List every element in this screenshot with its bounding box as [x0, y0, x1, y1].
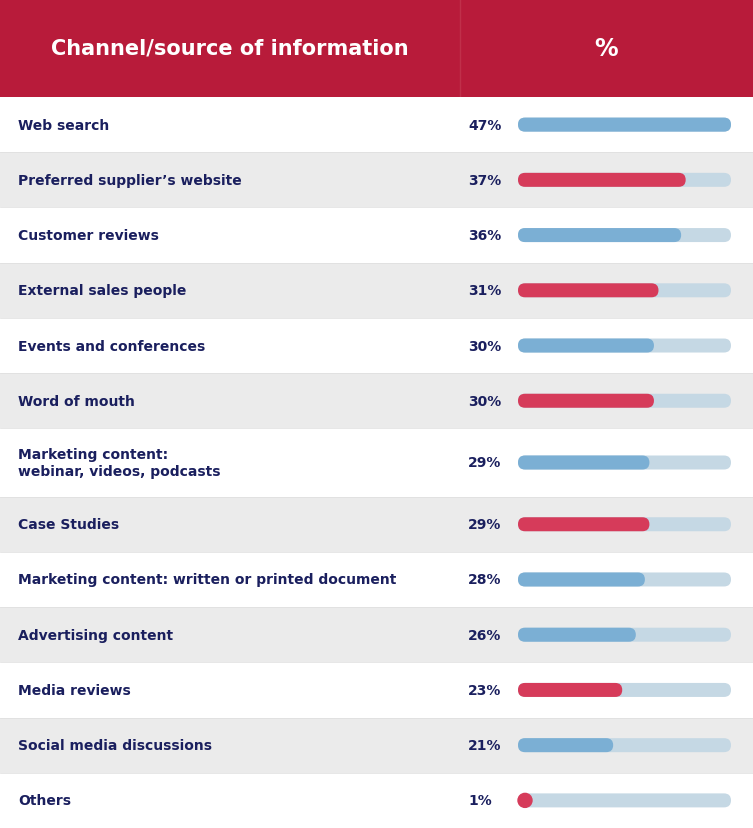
- Text: Customer reviews: Customer reviews: [18, 229, 159, 243]
- FancyBboxPatch shape: [518, 118, 731, 132]
- Text: Others: Others: [18, 793, 71, 807]
- Text: 23%: 23%: [468, 683, 501, 697]
- Text: 26%: 26%: [468, 628, 501, 642]
- Text: Case Studies: Case Studies: [18, 518, 119, 532]
- Text: 30%: 30%: [468, 339, 501, 353]
- Circle shape: [518, 793, 532, 807]
- Text: 47%: 47%: [468, 118, 501, 132]
- FancyBboxPatch shape: [518, 573, 645, 587]
- FancyBboxPatch shape: [518, 394, 731, 408]
- FancyBboxPatch shape: [518, 394, 654, 408]
- FancyBboxPatch shape: [518, 628, 731, 642]
- FancyBboxPatch shape: [518, 284, 658, 298]
- Text: 28%: 28%: [468, 573, 501, 587]
- Text: Channel/source of information: Channel/source of information: [51, 39, 409, 59]
- Text: Advertising content: Advertising content: [18, 628, 173, 642]
- FancyBboxPatch shape: [518, 683, 622, 697]
- Text: 29%: 29%: [468, 518, 501, 532]
- Text: Media reviews: Media reviews: [18, 683, 131, 697]
- FancyBboxPatch shape: [518, 739, 731, 753]
- Text: %: %: [595, 37, 618, 61]
- FancyBboxPatch shape: [518, 229, 731, 243]
- FancyBboxPatch shape: [518, 683, 731, 697]
- Text: Marketing content: written or printed document: Marketing content: written or printed do…: [18, 573, 396, 587]
- FancyBboxPatch shape: [518, 118, 731, 132]
- Text: Events and conferences: Events and conferences: [18, 339, 206, 353]
- Text: 1%: 1%: [468, 793, 492, 807]
- FancyBboxPatch shape: [518, 174, 731, 188]
- Text: 36%: 36%: [468, 229, 501, 243]
- FancyBboxPatch shape: [518, 229, 681, 243]
- Text: Marketing content:
webinar, videos, podcasts: Marketing content: webinar, videos, podc…: [18, 448, 221, 478]
- FancyBboxPatch shape: [518, 339, 654, 353]
- FancyBboxPatch shape: [518, 456, 731, 470]
- Text: 29%: 29%: [468, 456, 501, 470]
- Text: Social media discussions: Social media discussions: [18, 739, 212, 753]
- FancyBboxPatch shape: [518, 339, 731, 353]
- Text: 31%: 31%: [468, 284, 501, 298]
- FancyBboxPatch shape: [518, 456, 649, 470]
- Text: Web search: Web search: [18, 118, 109, 132]
- Text: Word of mouth: Word of mouth: [18, 394, 135, 408]
- FancyBboxPatch shape: [518, 284, 731, 298]
- FancyBboxPatch shape: [518, 518, 731, 532]
- Text: 30%: 30%: [468, 394, 501, 408]
- Text: External sales people: External sales people: [18, 284, 187, 298]
- Text: Preferred supplier’s website: Preferred supplier’s website: [18, 174, 242, 188]
- FancyBboxPatch shape: [518, 628, 636, 642]
- FancyBboxPatch shape: [518, 573, 731, 587]
- FancyBboxPatch shape: [518, 174, 686, 188]
- Text: 21%: 21%: [468, 739, 501, 753]
- FancyBboxPatch shape: [518, 793, 731, 807]
- FancyBboxPatch shape: [518, 739, 613, 753]
- FancyBboxPatch shape: [518, 518, 649, 532]
- Text: 37%: 37%: [468, 174, 501, 188]
